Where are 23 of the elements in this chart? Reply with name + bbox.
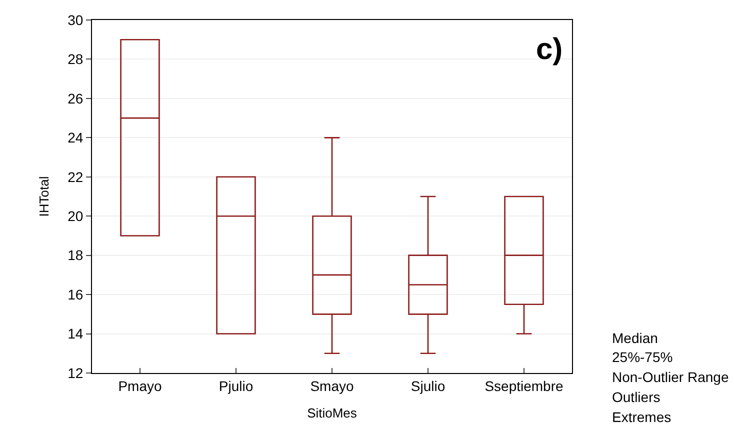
y-tick-label: 12 [68,364,84,381]
y-axis-title: IHTotal [36,176,52,217]
x-tick-label: Pmayo [118,378,162,394]
y-tick-label: 28 [68,51,84,68]
y-tick-label: 20 [68,208,84,224]
x-tick-label: Sseptiembre [484,378,564,394]
y-tick-label: 22 [68,168,84,185]
y-tick-label: 14 [68,326,84,342]
text: Outliers [612,389,660,405]
x-axis-title: SitioMes [307,405,358,420]
y-tick-label: 30 [68,12,84,28]
x-tick-label: Pjulio [218,378,254,394]
x-tick-label: Sjulio [410,378,446,394]
y-tick-label: 26 [68,90,84,106]
text: Median [612,330,658,346]
text: Non-Outlier Range [612,369,729,385]
text: 25%-75% [612,349,673,365]
y-tick-label: 18 [68,247,84,264]
y-tick-label: 24 [68,130,84,146]
annotation: c) [536,33,563,66]
text: Extremes [612,409,672,425]
y-tick-label: 16 [68,286,84,302]
x-tick-label: Smayo [310,378,354,394]
